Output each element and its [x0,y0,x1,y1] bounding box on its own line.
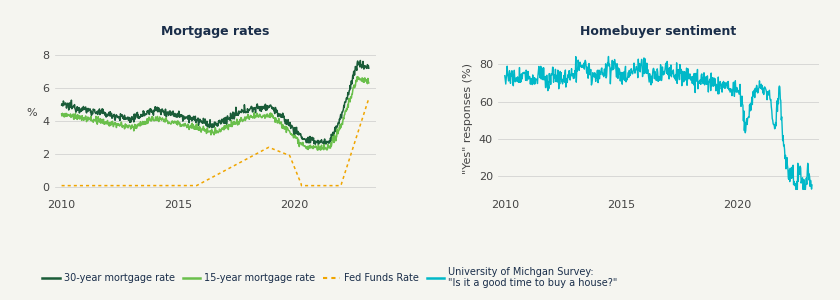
Y-axis label: "Yes" responses (%): "Yes" responses (%) [464,63,473,174]
Title: Homebuyer sentiment: Homebuyer sentiment [580,25,737,38]
Legend: 30-year mortgage rate, 15-year mortgage rate, Fed Funds Rate, University of Mich: 30-year mortgage rate, 15-year mortgage … [39,263,622,292]
Y-axis label: %: % [26,109,37,118]
Title: Mortgage rates: Mortgage rates [161,25,270,38]
